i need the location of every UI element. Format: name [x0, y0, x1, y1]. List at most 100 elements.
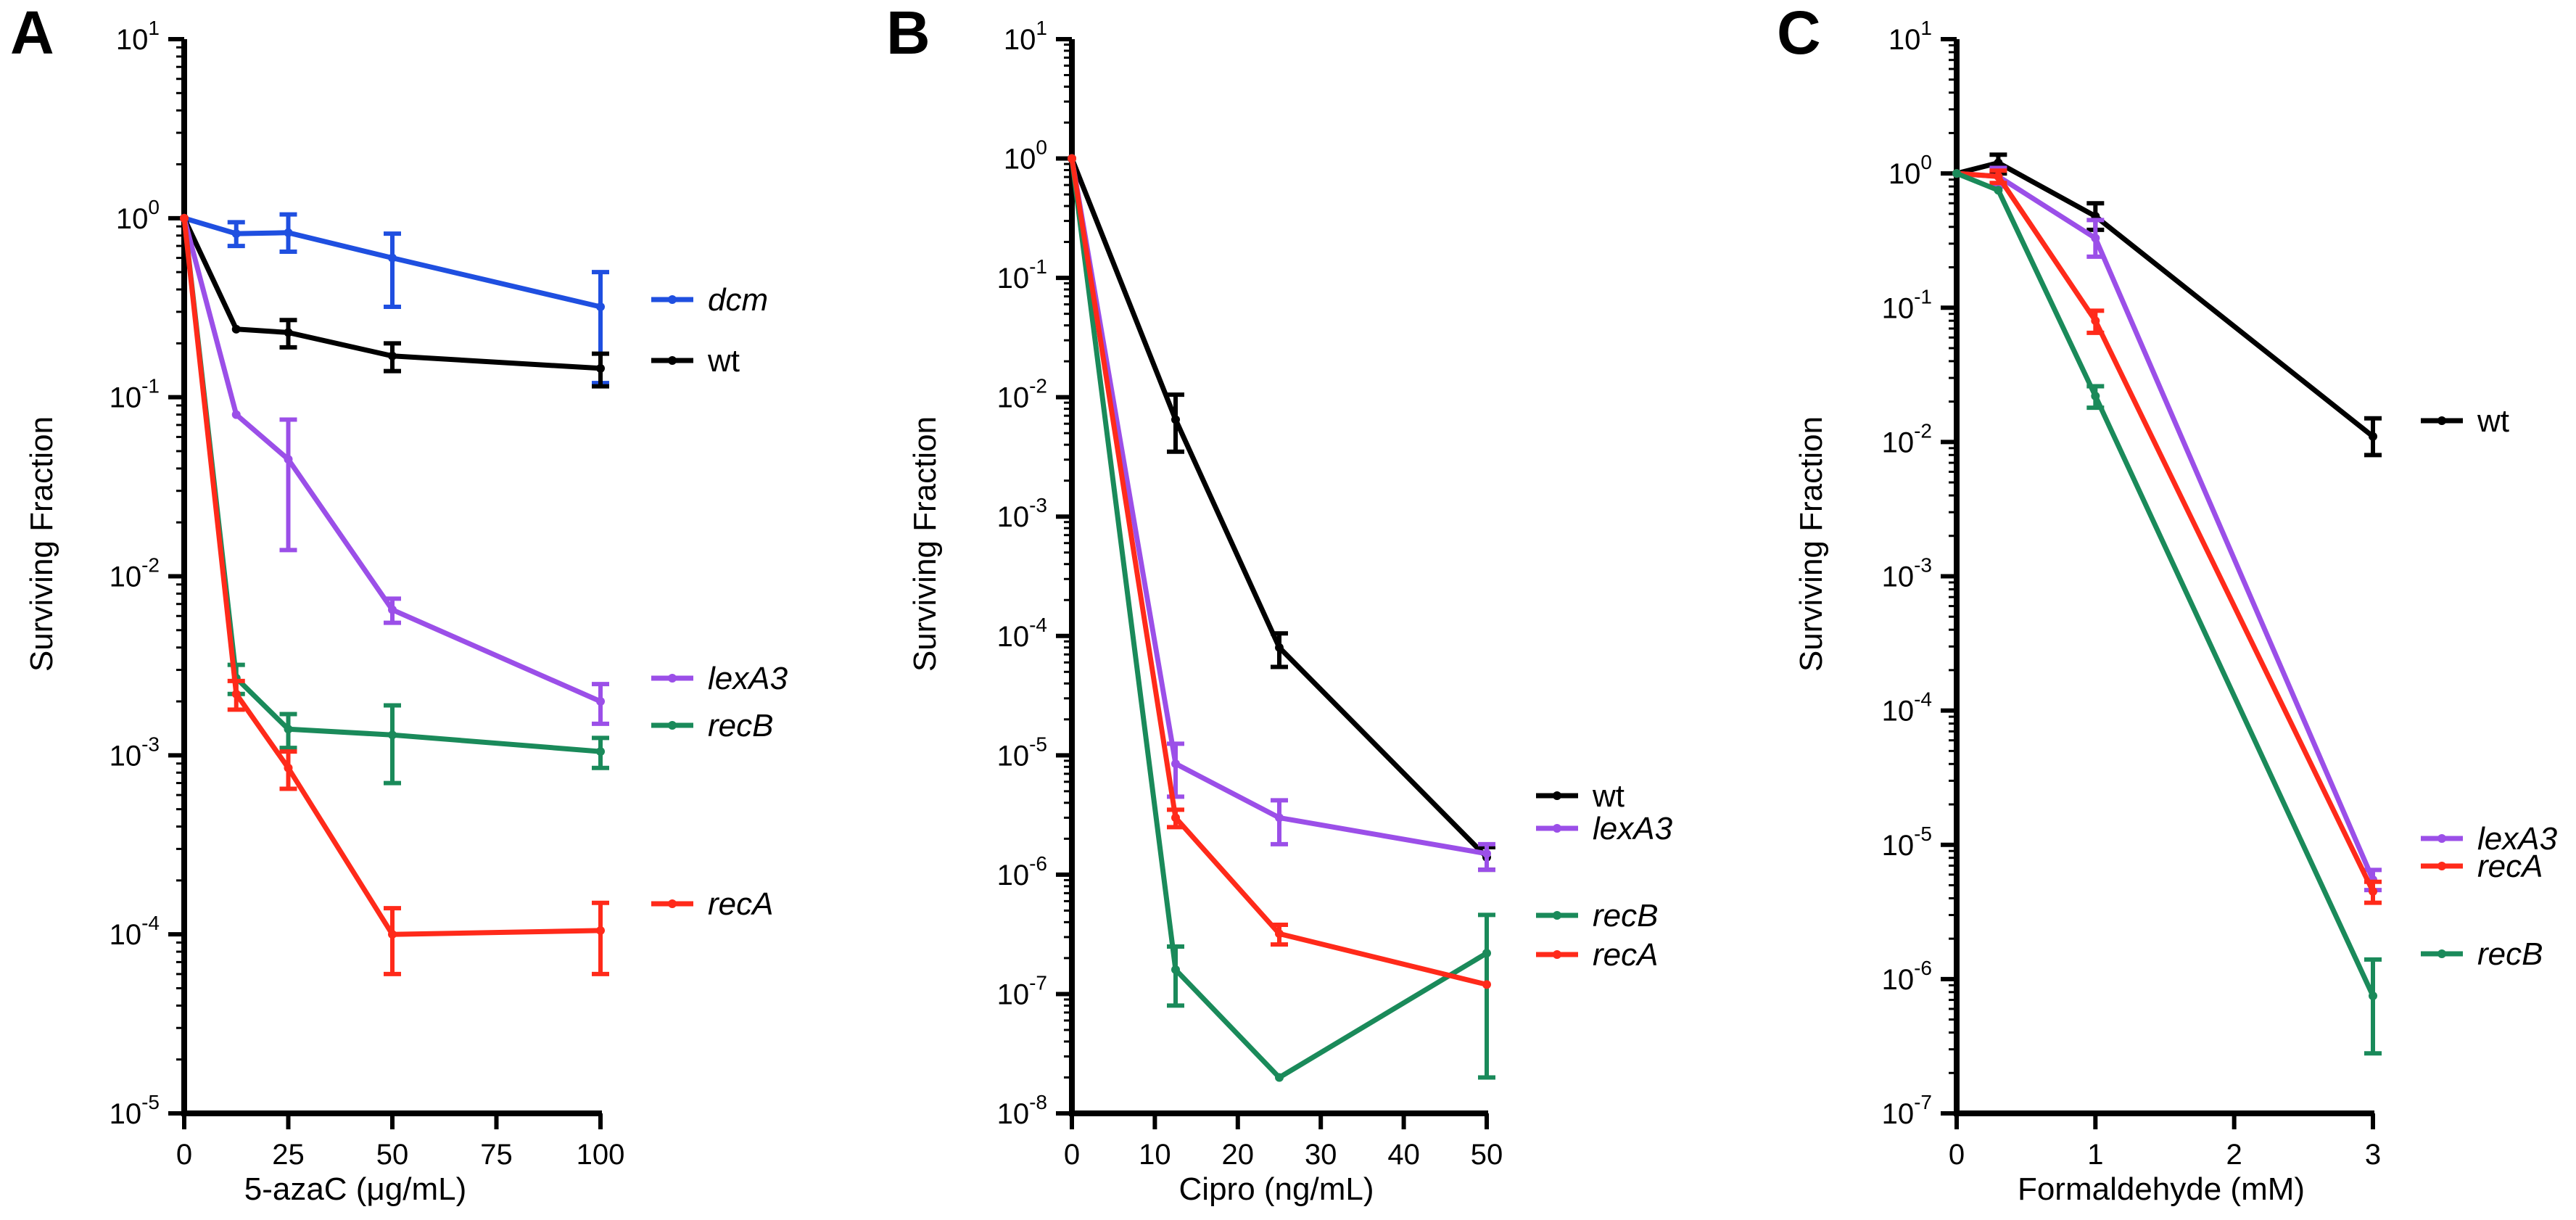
panel-letter-a: A — [10, 0, 54, 67]
data-point — [1068, 154, 1076, 163]
legend-entry-wt: wt — [1536, 778, 1625, 814]
y-tick-label: 10-4 — [110, 912, 160, 951]
y-tick-label: 100 — [1888, 151, 1932, 190]
legend-marker — [1553, 911, 1561, 920]
data-point — [1482, 980, 1491, 989]
data-point — [388, 730, 397, 740]
data-point — [388, 605, 397, 614]
legend-entry-lexA3: lexA3 — [1536, 811, 1673, 846]
data-point — [284, 328, 293, 337]
y-tick-label: 10-7 — [1882, 1091, 1932, 1130]
legend-marker — [668, 674, 677, 683]
legend-entry-dcm: dcm — [651, 282, 768, 318]
data-point — [1482, 949, 1491, 958]
series-recA-b — [1068, 154, 1491, 989]
data-point — [1482, 849, 1491, 858]
data-point — [231, 229, 241, 239]
legend-marker — [668, 899, 677, 908]
x-tick-label: 3 — [2365, 1139, 2381, 1171]
y-tick-label: 10-6 — [1882, 957, 1932, 996]
series-line-wt — [1069, 157, 1489, 860]
legend-marker — [2437, 862, 2446, 870]
data-point — [1275, 643, 1284, 652]
y-tick-label: 10-3 — [997, 494, 1047, 533]
series-line-recA — [1956, 170, 2376, 893]
legend-label: recB — [708, 708, 773, 743]
legend-label: recA — [708, 886, 773, 922]
x-tick-label: 0 — [1949, 1139, 1965, 1171]
y-tick-label: 100 — [1004, 136, 1047, 176]
y-tick-label: 100 — [116, 196, 160, 235]
y-tick-label: 10-6 — [997, 852, 1047, 891]
data-point — [2091, 234, 2100, 243]
data-point — [284, 228, 293, 237]
series-line-recB — [1955, 170, 2376, 997]
series-recA-c — [1952, 168, 2382, 905]
legend-label: recA — [2477, 849, 2543, 884]
legend-entry-lexA3: lexA3 — [651, 661, 788, 696]
panel-b: B 10110010-110-210-310-410-510-610-710-8… — [886, 0, 1673, 1207]
panel-a: A 101 100 10-1 10-2 10-3 10-4 10-5 0 25 50 75 100 d… — [10, 0, 788, 1207]
legend-label: wt — [1592, 778, 1625, 814]
data-point — [596, 747, 605, 757]
legend-label: wt — [2477, 403, 2509, 439]
y-tick-label: 10-7 — [997, 971, 1047, 1010]
legend-label: lexA3 — [1593, 811, 1673, 846]
legend-marker — [1553, 950, 1561, 959]
data-point — [1994, 158, 2003, 168]
series-line-lexA3 — [1956, 170, 2376, 881]
panel-c: C 101 100 10-1 10-2 10-3 10-4 10-5 10-6 10-7 0 1 2 3… — [1777, 0, 2558, 1207]
legend-marker — [668, 721, 677, 730]
x-tick-label: 75 — [480, 1139, 513, 1171]
data-point — [231, 689, 241, 698]
data-point — [1994, 172, 2003, 181]
data-point — [1275, 929, 1284, 939]
data-point — [596, 363, 605, 373]
series-wt-c — [1952, 152, 2382, 458]
x-axis-title-b: Cipro (ng/mL) — [1179, 1171, 1374, 1207]
x-axis-title-a: 5-azaC (μg/mL) — [244, 1171, 467, 1207]
legend-entry-recA: recA — [2421, 849, 2543, 884]
data-point — [1275, 1073, 1284, 1082]
x-tick-label: 100 — [577, 1139, 625, 1171]
legend-entry-recA: recA — [651, 886, 773, 922]
legend-marker — [2437, 949, 2446, 958]
legend-marker — [668, 295, 677, 304]
data-point — [231, 410, 241, 419]
series-line-recA — [1069, 158, 1487, 987]
legend-marker — [2437, 834, 2446, 843]
data-point — [1275, 813, 1284, 823]
y-axis-title-c: Surviving Fraction — [1793, 416, 1829, 672]
x-tick-label: 2 — [2226, 1139, 2242, 1171]
legend-label: lexA3 — [708, 661, 788, 696]
y-tick-label: 10-2 — [110, 554, 160, 593]
legend-marker — [1553, 824, 1561, 833]
y-tick-label: 10-3 — [110, 733, 160, 772]
y-tick-label: 10-2 — [997, 375, 1047, 414]
data-point — [2369, 432, 2377, 441]
data-point — [596, 302, 605, 311]
y-tick-label: 10-4 — [997, 614, 1047, 653]
data-point — [284, 725, 293, 734]
y-tick-label: 10-8 — [997, 1091, 1047, 1130]
data-point — [1171, 759, 1180, 768]
legend-entry-wt: wt — [2421, 403, 2509, 439]
data-point — [1171, 415, 1180, 424]
y-tick-label: 10-3 — [1882, 554, 1932, 593]
data-point — [2369, 886, 2377, 896]
x-tick-label: 1 — [2087, 1139, 2103, 1171]
y-tick-label: 10-5 — [1882, 823, 1932, 862]
legend-label: recA — [1593, 937, 1658, 973]
data-point — [284, 455, 293, 464]
y-tick-label: 10-1 — [110, 375, 160, 414]
panel-letter-c: C — [1777, 0, 1821, 67]
legend-entry-recB: recB — [1536, 898, 1658, 933]
x-tick-label: 40 — [1387, 1139, 1420, 1171]
data-point — [2369, 992, 2377, 1001]
legend-marker — [668, 356, 677, 365]
legend-entry-lexA3: lexA3 — [2421, 821, 2558, 857]
panel-letter-b: B — [886, 0, 930, 67]
x-tick-label: 30 — [1305, 1139, 1337, 1171]
y-axis-title-b: Surviving Fraction — [907, 416, 943, 672]
